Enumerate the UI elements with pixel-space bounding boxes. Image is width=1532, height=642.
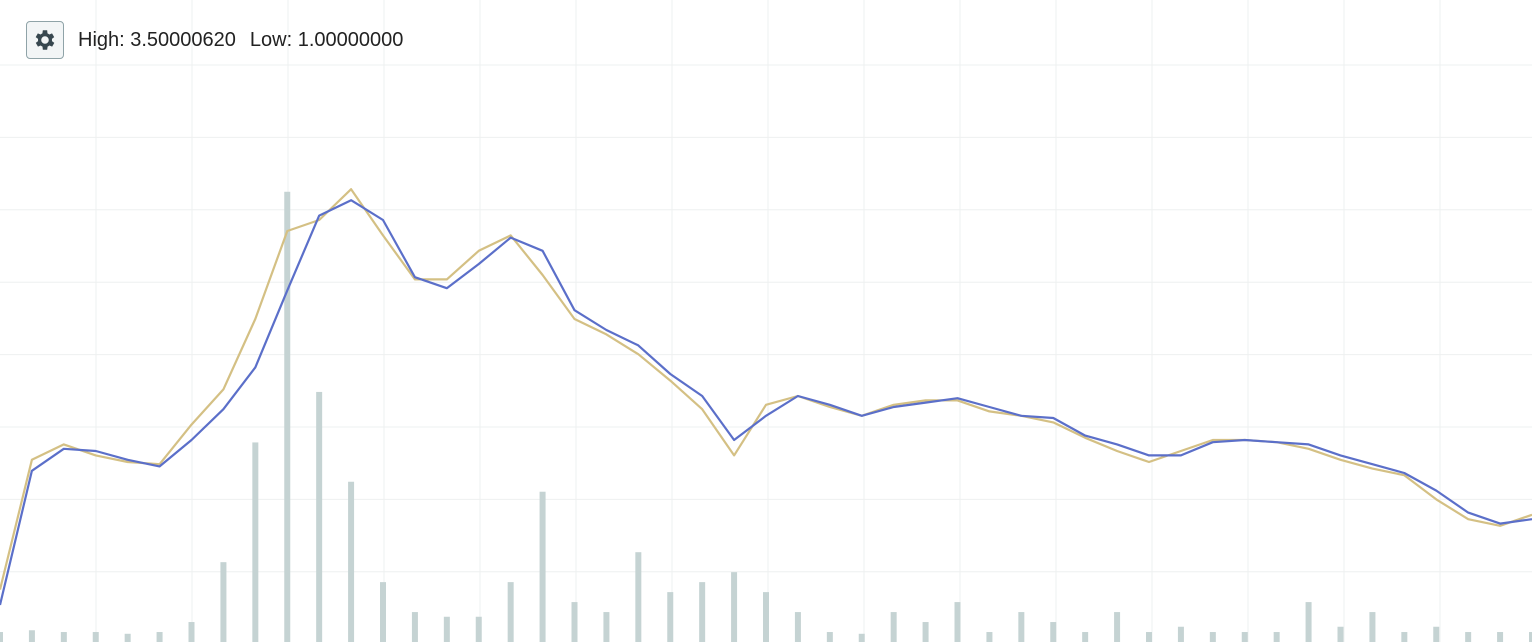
volume-bar — [954, 602, 961, 642]
volume-bar — [1401, 632, 1408, 642]
moving-average-line — [0, 199, 1532, 606]
volume-bar — [1497, 632, 1504, 642]
volume-bar — [507, 582, 514, 642]
volume-bar — [986, 632, 993, 642]
volume-bar — [284, 191, 291, 642]
volume-bar — [1082, 632, 1089, 642]
volume-bar — [475, 616, 482, 642]
volume-bar — [699, 582, 706, 642]
volume-bar — [1465, 632, 1472, 642]
volume-bar — [124, 633, 131, 642]
volume-bar — [1337, 626, 1344, 642]
volume-bar — [443, 616, 450, 642]
moving-average-line — [0, 188, 1532, 590]
settings-button[interactable] — [26, 21, 64, 59]
volume-bar — [188, 622, 195, 642]
volume-bar — [603, 612, 610, 642]
volume-bar — [348, 481, 355, 642]
volume-bar — [252, 442, 259, 642]
volume-bar — [922, 622, 929, 642]
volume-bar — [0, 632, 3, 642]
volume-bar — [1433, 626, 1440, 642]
volume-bar — [220, 562, 227, 642]
volume-bar — [60, 632, 67, 642]
volume-bar — [380, 582, 386, 642]
volume-bar — [92, 632, 99, 642]
volume-bar — [1369, 612, 1376, 642]
high-label: High: 3.50000620 — [78, 28, 236, 51]
volume-bar — [1529, 632, 1532, 642]
gear-icon — [35, 30, 55, 50]
volume-bar — [156, 632, 163, 642]
volume-bar — [1018, 612, 1025, 642]
volume-bar — [763, 592, 769, 642]
volume-bar — [1114, 612, 1121, 642]
volume-bar — [635, 552, 642, 642]
volume-bar — [1146, 632, 1152, 642]
volume-bar — [667, 592, 674, 642]
volume-bar — [1177, 626, 1184, 642]
volume-bar — [1209, 632, 1216, 642]
volume-bar — [1305, 602, 1312, 642]
volume-bar — [1273, 632, 1280, 642]
volume-bar — [858, 633, 865, 642]
volume-bar — [890, 612, 897, 642]
volume-bar — [28, 630, 35, 642]
volume-bar — [1241, 632, 1248, 642]
volume-bar — [1050, 622, 1057, 642]
toolbar: High: 3.50000620 Low: 1.00000000 — [26, 20, 403, 60]
volume-bar — [571, 602, 578, 642]
volume-bar — [539, 491, 546, 642]
volume-bar — [731, 572, 738, 642]
volume-bar — [411, 612, 418, 642]
volume-bar — [826, 632, 833, 642]
volume-bar — [316, 391, 323, 642]
low-label: Low: 1.00000000 — [249, 28, 404, 51]
volume-bar — [794, 612, 801, 642]
